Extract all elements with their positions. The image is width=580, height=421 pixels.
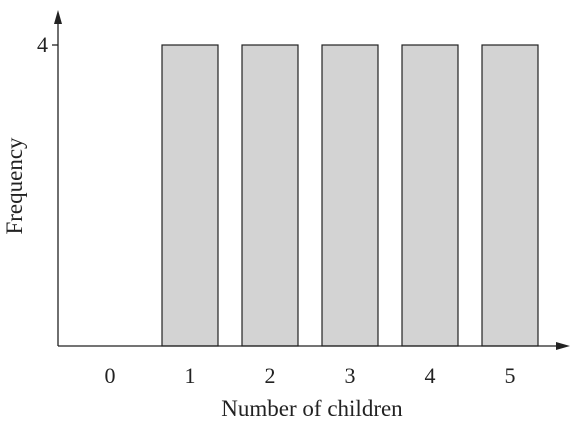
y-axis-title: Frequency [2,137,27,235]
y-ticks-group: 4 [37,32,58,57]
bar-5 [481,44,539,347]
x-ticks-group: 0 1 2 3 4 5 [105,363,516,388]
x-tick-label: 3 [345,363,356,388]
bar-4 [401,44,459,347]
x-tick-label: 1 [185,363,196,388]
y-tick-label: 4 [37,32,48,57]
y-axis-arrow [54,10,62,24]
x-axis-title: Number of children [221,396,403,421]
x-tick-label: 0 [105,363,116,388]
x-tick-label: 4 [425,363,436,388]
bars-group [161,44,539,347]
bar-3 [321,44,379,347]
x-tick-label: 2 [265,363,276,388]
x-tick-label: 5 [505,363,516,388]
axes-group [54,10,570,350]
bar-1 [161,44,219,347]
bar-2 [241,44,299,347]
x-axis-arrow [556,342,570,350]
